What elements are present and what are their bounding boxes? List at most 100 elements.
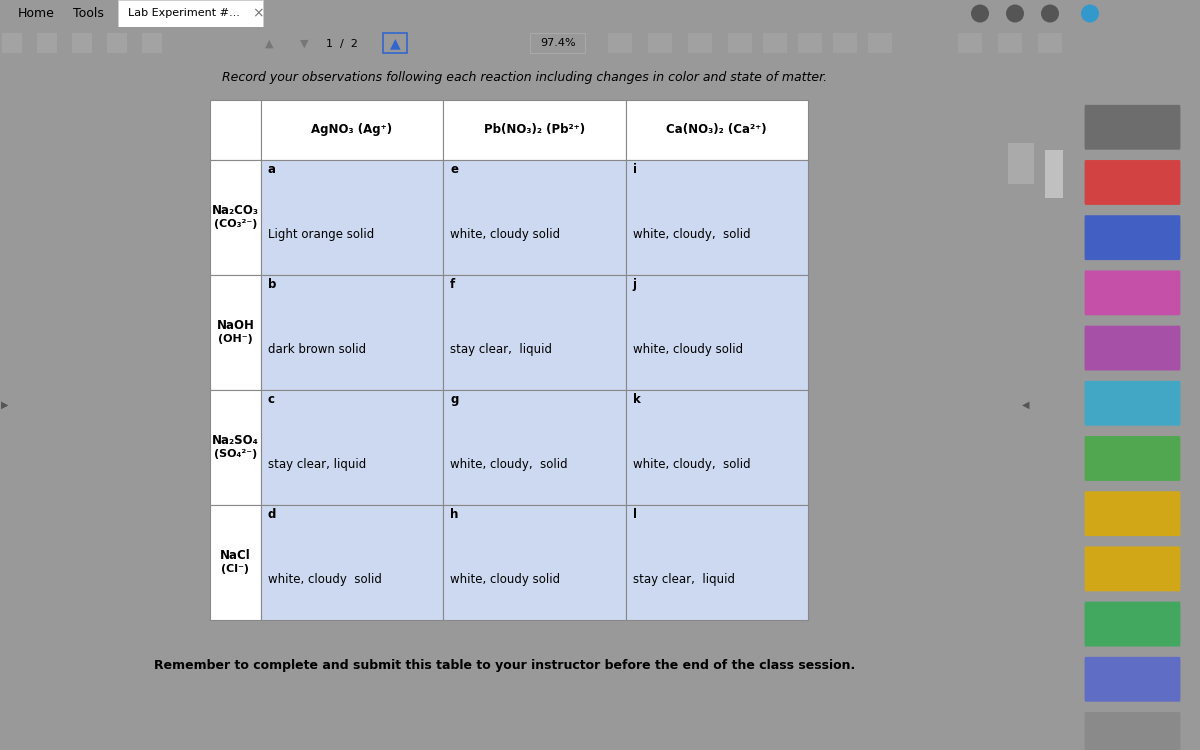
Bar — [608, 33, 632, 53]
Text: a: a — [268, 164, 276, 176]
Bar — [210, 390, 260, 505]
Bar — [763, 33, 787, 53]
Bar — [443, 100, 625, 160]
Text: Light orange solid: Light orange solid — [268, 228, 374, 241]
Text: white, cloudy,  solid: white, cloudy, solid — [632, 228, 750, 241]
Bar — [443, 505, 625, 620]
FancyBboxPatch shape — [1085, 436, 1181, 481]
Circle shape — [971, 4, 989, 22]
FancyBboxPatch shape — [1085, 160, 1181, 205]
Bar — [210, 160, 260, 274]
Text: Ca(NO₃)₂ (Ca²⁺): Ca(NO₃)₂ (Ca²⁺) — [666, 124, 767, 136]
Text: white, cloudy,  solid: white, cloudy, solid — [632, 458, 750, 471]
Bar — [798, 33, 822, 53]
Bar — [625, 505, 808, 620]
Text: Remember to complete and submit this table to your instructor before the end of : Remember to complete and submit this tab… — [155, 658, 856, 671]
Text: Record your observations following each reaction including changes in color and : Record your observations following each … — [222, 71, 828, 85]
Bar — [625, 274, 808, 390]
Bar — [1038, 33, 1062, 53]
Bar — [625, 100, 808, 160]
Text: g: g — [450, 394, 458, 406]
Bar — [210, 100, 260, 160]
Bar — [420, 33, 444, 53]
FancyBboxPatch shape — [1085, 215, 1181, 260]
Bar — [728, 33, 752, 53]
Bar — [998, 33, 1022, 53]
Text: ×: × — [252, 7, 264, 20]
Circle shape — [1006, 4, 1024, 22]
Bar — [260, 505, 443, 620]
Text: ◀: ◀ — [1022, 400, 1030, 410]
Bar — [457, 33, 481, 53]
Text: 1  /  2: 1 / 2 — [326, 38, 358, 49]
Bar — [260, 390, 443, 505]
Text: Tools: Tools — [73, 7, 104, 20]
Text: white, cloudy  solid: white, cloudy solid — [268, 573, 382, 586]
FancyBboxPatch shape — [1085, 326, 1181, 370]
Bar — [443, 390, 625, 505]
Text: stay clear,  liquid: stay clear, liquid — [632, 573, 734, 586]
Bar — [443, 274, 625, 390]
Bar — [868, 33, 892, 53]
Bar — [833, 33, 857, 53]
Bar — [625, 160, 808, 274]
Bar — [260, 100, 443, 160]
Bar — [210, 505, 260, 620]
Bar — [1008, 142, 1034, 184]
Text: white, cloudy solid: white, cloudy solid — [632, 344, 743, 356]
Text: AgNO₃ (Ag⁺): AgNO₃ (Ag⁺) — [312, 124, 392, 136]
Text: (OH⁻): (OH⁻) — [218, 334, 253, 344]
Bar — [260, 160, 443, 274]
Text: (CO₃²⁻): (CO₃²⁻) — [214, 219, 257, 230]
Text: Home: Home — [18, 7, 55, 20]
Bar — [648, 33, 672, 53]
FancyBboxPatch shape — [1085, 547, 1181, 591]
Text: white, cloudy solid: white, cloudy solid — [450, 573, 560, 586]
Text: (SO₄²⁻): (SO₄²⁻) — [214, 449, 257, 460]
Text: stay clear, liquid: stay clear, liquid — [268, 458, 366, 471]
FancyBboxPatch shape — [1085, 712, 1181, 750]
Text: d: d — [268, 509, 276, 521]
Text: Lab Experiment #...: Lab Experiment #... — [128, 8, 240, 19]
Bar — [142, 33, 162, 53]
FancyBboxPatch shape — [1085, 271, 1181, 315]
Text: NaOH: NaOH — [216, 319, 254, 332]
Bar — [72, 33, 92, 53]
Bar — [443, 160, 625, 274]
Bar — [2, 33, 22, 53]
FancyBboxPatch shape — [1085, 491, 1181, 536]
Text: ▶: ▶ — [1, 400, 8, 410]
Bar — [37, 33, 58, 53]
Bar — [958, 33, 982, 53]
Text: i: i — [632, 164, 637, 176]
Text: NaCl: NaCl — [220, 549, 251, 562]
Text: Na₂SO₄: Na₂SO₄ — [212, 434, 259, 447]
Text: k: k — [632, 394, 641, 406]
FancyBboxPatch shape — [1085, 602, 1181, 646]
Bar — [383, 33, 407, 53]
Text: ▲: ▲ — [390, 37, 401, 50]
Bar — [494, 33, 518, 53]
Text: j: j — [632, 278, 637, 291]
FancyBboxPatch shape — [1085, 381, 1181, 426]
Text: c: c — [268, 394, 275, 406]
Bar — [688, 33, 712, 53]
Circle shape — [1042, 4, 1060, 22]
Text: (Cl⁻): (Cl⁻) — [222, 565, 250, 574]
Text: 97.4%: 97.4% — [540, 38, 576, 49]
Text: white, cloudy,  solid: white, cloudy, solid — [450, 458, 568, 471]
Text: f: f — [450, 278, 456, 291]
Text: l: l — [632, 509, 637, 521]
Text: stay clear,  liquid: stay clear, liquid — [450, 344, 552, 356]
Text: ▲: ▲ — [265, 38, 274, 49]
Bar — [1045, 150, 1063, 198]
Text: Pb(NO₃)₂ (Pb²⁺): Pb(NO₃)₂ (Pb²⁺) — [484, 124, 584, 136]
Bar — [530, 33, 586, 53]
Text: white, cloudy solid: white, cloudy solid — [450, 228, 560, 241]
Text: h: h — [450, 509, 458, 521]
FancyBboxPatch shape — [1085, 657, 1181, 702]
FancyBboxPatch shape — [1085, 105, 1181, 150]
Bar — [118, 0, 263, 27]
Bar — [625, 390, 808, 505]
Bar — [383, 33, 407, 53]
